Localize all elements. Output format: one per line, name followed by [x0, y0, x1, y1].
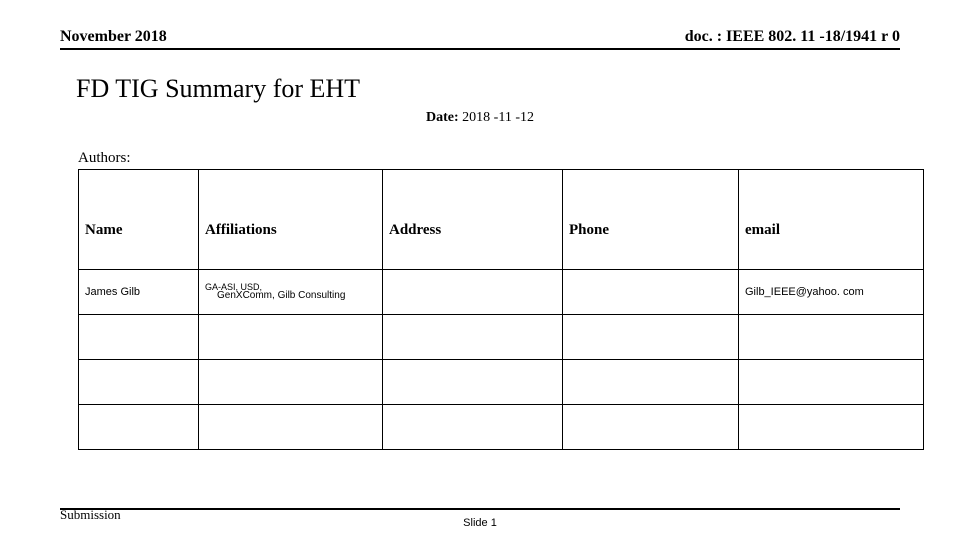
cell-name	[79, 360, 199, 405]
col-phone: Phone	[563, 170, 739, 270]
table-row	[79, 360, 924, 405]
cell-address	[383, 360, 563, 405]
cell-email	[739, 405, 924, 450]
date-label: Date:	[426, 110, 459, 125]
cell-email: Gilb_IEEE@yahoo. com	[739, 270, 924, 315]
cell-name: James Gilb	[79, 270, 199, 315]
cell-email	[739, 360, 924, 405]
cell-name	[79, 315, 199, 360]
authors-table: Name Affiliations Address Phone email Ja…	[78, 169, 924, 450]
cell-affiliations	[199, 405, 383, 450]
authors-label: Authors:	[78, 150, 900, 167]
cell-name	[79, 405, 199, 450]
header-bar: November 2018 doc. : IEEE 802. 11 -18/19…	[60, 28, 900, 50]
cell-phone	[563, 315, 739, 360]
date-block: Date: 2018 -11 -12	[60, 110, 900, 126]
col-name: Name	[79, 170, 199, 270]
cell-phone	[563, 360, 739, 405]
slide-number: Slide 1	[0, 517, 960, 529]
cell-affiliations	[199, 315, 383, 360]
cell-address	[383, 270, 563, 315]
cell-affiliations: GA-ASI, USD, GenXComm, Gilb Consulting	[199, 270, 383, 315]
cell-address	[383, 315, 563, 360]
col-address: Address	[383, 170, 563, 270]
table-header-row: Name Affiliations Address Phone email	[79, 170, 924, 270]
table-row	[79, 405, 924, 450]
affil-line2: GenXComm, Gilb Consulting	[205, 291, 382, 301]
page-title: FD TIG Summary for EHT	[76, 74, 900, 104]
cell-phone	[563, 270, 739, 315]
table-row: James Gilb GA-ASI, USD, GenXComm, Gilb C…	[79, 270, 924, 315]
cell-email	[739, 315, 924, 360]
cell-affiliations	[199, 360, 383, 405]
date-value: 2018 -11 -12	[459, 110, 534, 125]
cell-address	[383, 405, 563, 450]
header-doc-id: doc. : IEEE 802. 11 -18/1941 r 0	[685, 28, 900, 46]
slide-page: November 2018 doc. : IEEE 802. 11 -18/19…	[0, 0, 960, 540]
table-row	[79, 315, 924, 360]
col-affiliations: Affiliations	[199, 170, 383, 270]
header-date: November 2018	[60, 28, 167, 46]
cell-phone	[563, 405, 739, 450]
col-email: email	[739, 170, 924, 270]
